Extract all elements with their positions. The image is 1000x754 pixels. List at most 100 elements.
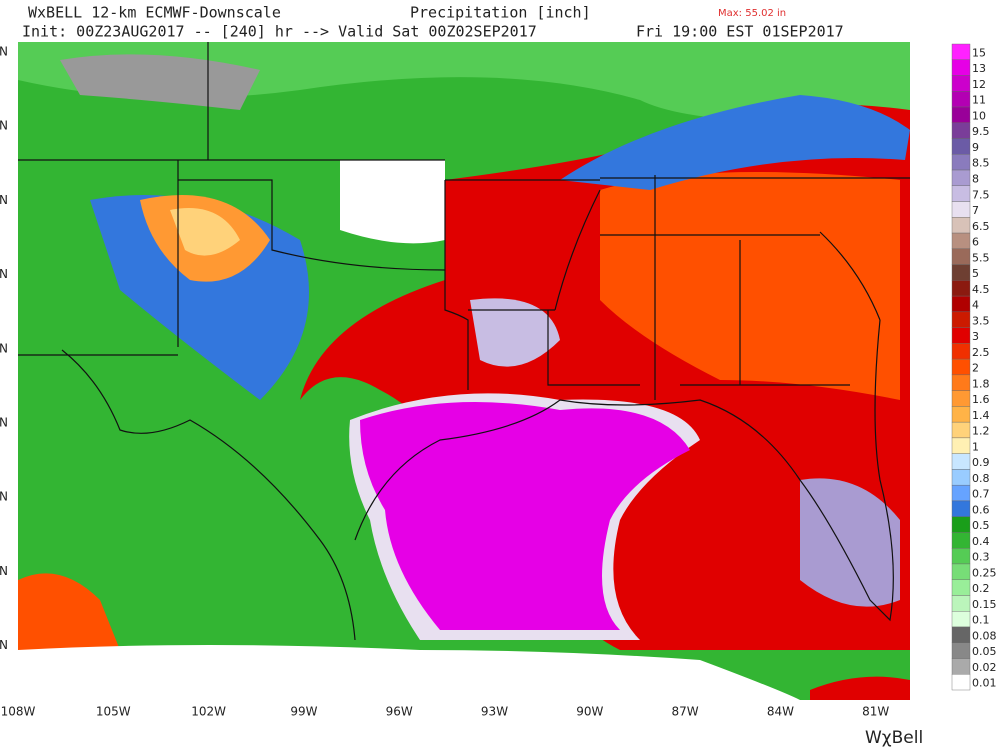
legend-swatch <box>951 469 971 486</box>
legend-label: 0.01 <box>972 677 997 690</box>
legend-label: 4 <box>972 299 979 312</box>
legend-label: 1.4 <box>972 409 990 422</box>
legend-swatch <box>951 280 971 297</box>
legend-swatch <box>951 327 971 344</box>
legend-label: 1 <box>972 440 979 453</box>
legend-swatch <box>951 516 971 533</box>
max-label: Max: 55.02 in <box>718 8 786 19</box>
init-line: Init: 00Z23AUG2017 -- [240] hr --> Valid… <box>22 23 537 41</box>
legend-swatch <box>951 437 971 454</box>
legend-swatch <box>951 406 971 423</box>
longitude-label: 84W <box>767 705 794 719</box>
legend-label: 8 <box>972 173 979 186</box>
legend-label: 4.5 <box>972 283 990 296</box>
legend-swatch <box>951 642 971 659</box>
legend-label: 0.05 <box>972 645 997 658</box>
legend-swatch <box>951 43 971 60</box>
field-title: Precipitation [inch] <box>410 4 591 22</box>
legend-swatch <box>951 658 971 675</box>
legend-swatch <box>951 91 971 108</box>
legend-label: 0.02 <box>972 661 997 674</box>
latitude-label: N <box>0 341 8 355</box>
legend-swatch <box>951 295 971 313</box>
legend-swatch <box>951 500 971 517</box>
latitude-label: N <box>0 638 8 652</box>
latitude-label: N <box>0 45 8 59</box>
legend-swatch <box>951 358 971 376</box>
legend-label: 1.6 <box>972 393 990 406</box>
legend-label: 15 <box>972 46 986 59</box>
legend-swatch <box>951 311 971 328</box>
legend-label: 10 <box>972 109 986 122</box>
legend-swatch <box>951 595 971 612</box>
legend-label: 3 <box>972 330 979 343</box>
legend-swatch <box>951 248 971 265</box>
latitude-label: N <box>0 193 8 207</box>
legend-swatch <box>951 374 971 391</box>
legend-swatch <box>951 579 971 596</box>
legend-swatch <box>951 453 971 470</box>
latitude-label: N <box>0 267 8 281</box>
map <box>18 42 910 700</box>
valid-time: Fri 19:00 EST 01SEP2017 <box>636 23 844 41</box>
latitude-label: N <box>0 564 8 578</box>
legend-swatch <box>951 122 971 139</box>
legend-label: 11 <box>972 94 986 107</box>
legend-label: 7 <box>972 204 979 217</box>
legend-swatch <box>951 75 971 92</box>
legend-label: 8.5 <box>972 157 990 170</box>
legend-label: 3.5 <box>972 314 990 327</box>
legend-label: 0.15 <box>972 598 997 611</box>
legend-label: 2.5 <box>972 346 990 359</box>
legend-label: 5.5 <box>972 251 990 264</box>
legend-swatch <box>951 343 971 360</box>
legend-label: 12 <box>972 78 986 91</box>
legend-label: 9.5 <box>972 125 990 138</box>
legend-swatch <box>951 232 971 250</box>
longitude-label: 81W <box>862 705 889 719</box>
longitude-label: 96W <box>386 705 413 719</box>
legend-label: 7.5 <box>972 188 990 201</box>
legend-label: 6.5 <box>972 220 990 233</box>
legend-swatch <box>951 611 971 628</box>
legend-label: 0.5 <box>972 519 990 532</box>
longitude-label: 93W <box>481 705 508 719</box>
legend-swatch <box>951 626 971 643</box>
legend-swatch <box>951 421 971 439</box>
legend-swatch <box>951 201 971 218</box>
latitude-label: N <box>0 416 8 430</box>
longitude-label: 105W <box>96 705 131 719</box>
legend-label: 13 <box>972 62 986 75</box>
logo: WχBell <box>865 728 923 748</box>
legend-swatch <box>951 390 971 407</box>
legend-label: 1.8 <box>972 377 990 390</box>
model-title: WxBELL 12-km ECMWF-Downscale <box>28 4 281 22</box>
legend-label: 1.2 <box>972 425 990 438</box>
legend-label: 6 <box>972 236 979 249</box>
legend-swatch <box>951 217 971 234</box>
legend-swatch <box>951 264 971 281</box>
legend-swatch <box>951 532 971 549</box>
longitude-label: 90W <box>576 705 603 719</box>
legend-swatch <box>951 138 971 155</box>
legend-label: 0.6 <box>972 503 990 516</box>
legend-label: 0.9 <box>972 456 990 469</box>
legend-label: 0.8 <box>972 472 990 485</box>
legend-swatch <box>951 169 971 187</box>
legend-label: 0.2 <box>972 582 990 595</box>
legend-swatch <box>951 106 971 123</box>
legend-swatch <box>951 154 971 171</box>
latitude-label: N <box>0 490 8 504</box>
longitude-label: 87W <box>672 705 699 719</box>
legend-label: 0.1 <box>972 614 990 627</box>
legend-swatch <box>951 484 971 502</box>
longitude-label: 108W <box>1 705 36 719</box>
longitude-label: 102W <box>191 705 226 719</box>
legend-label: 0.08 <box>972 629 997 642</box>
legend-label: 9 <box>972 141 979 154</box>
legend-swatch <box>951 547 971 565</box>
latitude-label: N <box>0 119 8 133</box>
legend-swatch <box>951 563 971 580</box>
legend-label: 0.7 <box>972 488 990 501</box>
